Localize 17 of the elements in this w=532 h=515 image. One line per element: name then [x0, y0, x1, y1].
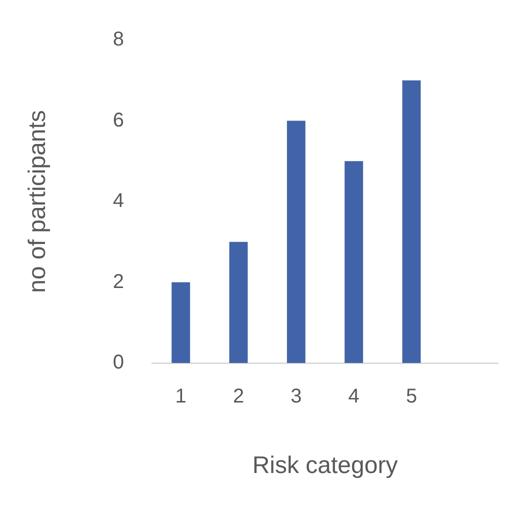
bar: [229, 242, 248, 363]
y-tick-label: 6: [112, 109, 124, 132]
x-axis-title: Risk category: [252, 452, 398, 480]
y-tick-label: 2: [112, 270, 124, 293]
x-tick-label: 4: [348, 386, 360, 408]
bar: [402, 80, 421, 363]
x-tick-label: 2: [232, 386, 244, 408]
bar: [172, 282, 190, 363]
y-tick-label: 8: [112, 28, 124, 51]
x-tick-label: 3: [290, 386, 302, 408]
y-axis-title: no of participants: [24, 110, 52, 293]
x-tick-label: 1: [175, 386, 186, 408]
bar: [286, 120, 306, 363]
bar: [344, 161, 364, 363]
y-tick-label: 0: [112, 352, 124, 374]
x-tick-label: 5: [406, 386, 418, 408]
y-tick-label: 4: [112, 190, 124, 212]
